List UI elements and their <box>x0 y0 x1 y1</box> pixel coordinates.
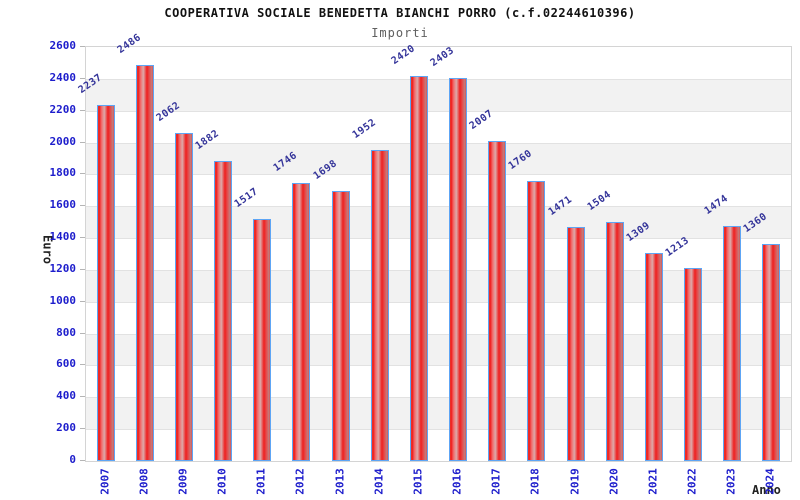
bar <box>292 182 311 461</box>
y-tick-mark <box>80 300 85 302</box>
y-tick-mark <box>80 109 85 111</box>
x-tick-label: 2013 <box>333 468 347 495</box>
x-tick-label: 2022 <box>685 468 699 495</box>
plot-band <box>86 333 791 366</box>
bar <box>409 75 428 461</box>
x-tick-label: 2007 <box>98 468 112 495</box>
plot-band <box>86 269 791 302</box>
gridline <box>86 301 791 303</box>
x-tick-label: 2015 <box>411 468 425 495</box>
x-tick-label: 2008 <box>137 468 151 495</box>
plot-band <box>86 206 791 239</box>
bar <box>370 150 389 461</box>
bar <box>174 132 193 461</box>
bar <box>566 226 585 461</box>
y-tick-mark <box>80 396 85 398</box>
plot-band <box>86 397 791 430</box>
bar <box>253 219 272 461</box>
plot-band <box>86 365 791 398</box>
bar <box>684 267 703 461</box>
chart-title: COOPERATIVA SOCIALE BENEDETTA BIANCHI PO… <box>164 6 636 20</box>
gridline <box>86 365 791 367</box>
plot-band <box>86 78 791 111</box>
plot-band <box>86 110 791 143</box>
bar <box>214 161 233 461</box>
gridline <box>86 269 791 271</box>
y-tick-mark <box>80 141 85 143</box>
gridline <box>86 142 791 144</box>
plot-band <box>86 429 791 461</box>
bar <box>527 180 546 461</box>
plot-band <box>86 174 791 207</box>
y-tick-label: 800 <box>56 325 76 339</box>
bar <box>96 104 115 461</box>
gridline <box>86 206 791 208</box>
y-tick-label: 1400 <box>49 230 77 244</box>
x-tick-label: 2012 <box>293 468 307 495</box>
x-tick-label: 2021 <box>646 468 660 495</box>
y-tick-label: 400 <box>56 389 76 403</box>
gridline <box>86 238 791 240</box>
y-tick-label: 2000 <box>49 134 77 148</box>
plot-band <box>86 301 791 334</box>
x-tick-label: 2011 <box>254 468 268 495</box>
y-tick-label: 600 <box>56 357 76 371</box>
gridline <box>86 397 791 399</box>
bar <box>605 221 624 461</box>
y-tick-label: 2600 <box>49 39 77 52</box>
x-tick-label: 2017 <box>489 468 503 495</box>
y-tick-mark <box>80 77 85 79</box>
y-tick-label: 2400 <box>49 70 77 84</box>
gridline <box>86 110 791 112</box>
y-tick-mark <box>80 460 85 461</box>
gridline <box>86 333 791 335</box>
bar <box>644 252 663 461</box>
x-tick-label: 2019 <box>568 468 582 495</box>
x-tick-label: 2014 <box>372 468 386 495</box>
bar <box>449 78 468 461</box>
plot-band <box>86 47 791 79</box>
bar <box>762 244 781 461</box>
x-axis-title: Anno <box>752 483 781 497</box>
x-tick-label: 2020 <box>607 468 621 495</box>
y-tick-mark <box>80 46 85 47</box>
y-tick-label: 2200 <box>49 102 77 116</box>
plot-band <box>86 238 791 270</box>
plot-area: 2237 2486 2062 1882 1517 1746 1698 1952 2420 2403… <box>76 32 792 462</box>
x-tick-label: 2016 <box>450 468 464 495</box>
gridline <box>86 78 791 80</box>
bar <box>723 226 742 461</box>
y-tick-mark <box>80 268 85 270</box>
y-tick-label: 1200 <box>49 261 77 275</box>
y-tick-label: 1800 <box>49 166 77 180</box>
x-tick-label: 2018 <box>528 468 542 495</box>
y-tick-mark <box>80 173 85 175</box>
y-tick-label: 0 <box>69 453 76 466</box>
y-tick-mark <box>80 237 85 239</box>
gridline <box>86 429 791 431</box>
x-tick-label: 2009 <box>176 468 190 495</box>
gridline <box>86 174 791 176</box>
plot-band <box>86 142 791 175</box>
y-tick-mark <box>80 332 85 334</box>
chart-subtitle: Importi <box>371 26 429 40</box>
bar <box>331 190 350 461</box>
bar <box>135 65 154 461</box>
x-tick-label: 2023 <box>724 468 738 495</box>
bar <box>488 141 507 461</box>
x-tick-label: 2010 <box>215 468 229 495</box>
y-tick-label: 1600 <box>49 198 77 212</box>
y-tick-mark <box>80 205 85 207</box>
y-tick-mark <box>80 364 85 366</box>
y-tick-label: 200 <box>56 421 76 435</box>
y-tick-label: 1000 <box>49 293 77 307</box>
y-tick-mark <box>80 428 85 430</box>
x-tick-label: 2024 <box>763 468 777 495</box>
